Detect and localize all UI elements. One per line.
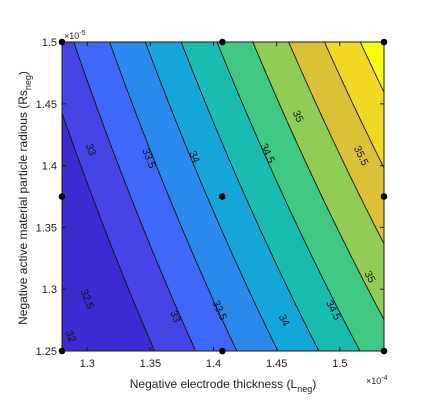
x-axis-label: Negative electrode thickness (Lneg) bbox=[130, 377, 316, 394]
sample-point bbox=[380, 38, 388, 46]
y-axis-label: Negative active material particle radiou… bbox=[16, 71, 33, 325]
contour-line bbox=[324, 42, 384, 170]
y-axis-exponent: ×10-5 bbox=[64, 30, 86, 41]
y-tick-label: 1.35 bbox=[36, 222, 57, 234]
x-tick-label: 1.3 bbox=[80, 358, 95, 370]
sample-point bbox=[219, 193, 226, 200]
contour-label: 32 bbox=[63, 329, 78, 344]
sample-point bbox=[219, 38, 226, 46]
axis-ticks: 1.3 1.35 1.4 1.45 1.5 1.25 1.3 1.35 1.4 1.45 1.5 bbox=[36, 37, 384, 370]
sample-point bbox=[219, 347, 226, 355]
contour-line bbox=[288, 42, 384, 245]
plot-area bbox=[62, 42, 384, 351]
contour-label: 34 bbox=[186, 149, 202, 165]
contour-label: 34 bbox=[276, 312, 292, 328]
y-tick-label: 1.5 bbox=[42, 37, 57, 49]
x-tick-label: 1.35 bbox=[140, 358, 161, 370]
sample-point bbox=[380, 193, 388, 200]
x-tick-label: 1.4 bbox=[206, 358, 221, 370]
sample-point bbox=[58, 347, 66, 355]
x-tick-label: 1.45 bbox=[266, 358, 287, 370]
contour-label: 33 bbox=[83, 142, 98, 157]
sample-point bbox=[58, 193, 66, 200]
x-axis-exponent: ×10-4 bbox=[366, 375, 388, 386]
x-tick-label: 1.5 bbox=[332, 358, 347, 370]
contour-line bbox=[180, 42, 320, 351]
sample-point bbox=[380, 347, 388, 355]
y-tick-label: 1.45 bbox=[36, 99, 57, 111]
contour-line bbox=[252, 42, 384, 321]
contour-line bbox=[144, 42, 279, 351]
contour-line bbox=[62, 111, 156, 351]
sample-points bbox=[58, 38, 388, 355]
contour-line bbox=[109, 42, 238, 351]
contour-label: 33 bbox=[167, 309, 183, 325]
sample-point bbox=[58, 38, 66, 46]
y-tick-label: 1.3 bbox=[42, 284, 57, 296]
contour-label: 35 bbox=[290, 109, 306, 125]
y-tick-label: 1.25 bbox=[36, 346, 57, 358]
contour-label: 35 bbox=[362, 269, 378, 285]
contour-line bbox=[73, 42, 197, 351]
contour-line bbox=[216, 42, 361, 351]
y-tick-label: 1.4 bbox=[42, 161, 57, 173]
